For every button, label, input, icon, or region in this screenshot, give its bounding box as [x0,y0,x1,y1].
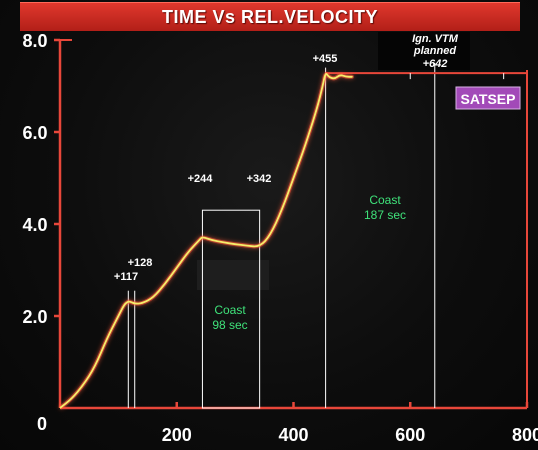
coast1-duration: 98 sec [212,318,247,332]
velocity-curve [59,73,353,409]
y-axis-ticks: 2.0 4.0 6.0 8.0 [22,31,60,327]
y-tick-label: 4.0 [22,215,47,235]
planned-line-ticks [409,73,505,80]
coast2-duration: 187 sec [364,208,406,222]
event-lines [127,63,436,408]
event-label-342: +342 [247,173,272,185]
y-tick-label: 6.0 [22,123,47,143]
satsep-label: SATSEP [461,91,516,107]
origin-label: 0 [37,414,47,434]
coast2-label: Coast [369,193,401,207]
coast1-label: Coast [214,303,246,317]
title-bar: TIME Vs REL.VELOCITY [20,2,520,31]
ign-label-line1: Ign. VTM [412,33,459,45]
event-label-244: +244 [188,173,214,185]
x-tick-label: 200 [162,425,192,445]
velocity-curve-glow [58,71,354,410]
ign-label-line2: planned [413,45,456,57]
event-label-117: +117 [114,271,138,283]
event-label-455: +455 [313,53,338,65]
annotation-mask-mid [197,260,269,290]
ign-label-time: +642 [423,58,448,70]
annotation-mask-top [378,32,470,70]
satsep-badge [455,86,521,110]
x-axis-ticks: 200 400 600 800 [162,402,538,445]
y-tick-label: 2.0 [22,307,47,327]
x-tick-label: 800 [512,425,538,445]
x-tick-label: 600 [395,425,425,445]
y-tick-label: 8.0 [22,31,47,51]
chart-title: TIME Vs REL.VELOCITY [161,7,379,27]
x-tick-label: 400 [278,425,308,445]
coast-interval-box [201,209,261,409]
event-label-128: +128 [128,257,153,269]
